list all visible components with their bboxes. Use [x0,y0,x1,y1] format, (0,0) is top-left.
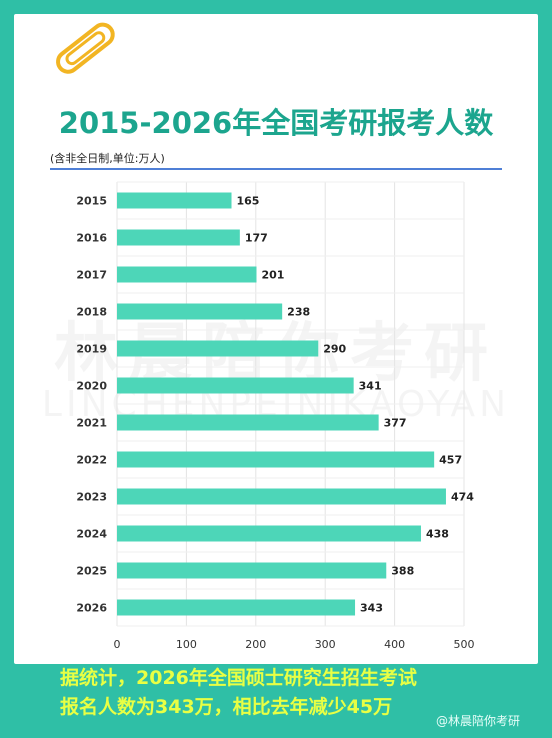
y-tick-label: 2024 [76,528,107,541]
caption: 据统计，2026年全国硕士研究生招生考试 报名人数为343万，相比去年减少45万 [60,664,530,722]
y-tick-label: 2025 [76,565,107,578]
x-tick-label: 400 [384,638,405,651]
data-label: 457 [439,454,462,467]
y-tick-label: 2018 [76,306,107,319]
data-label: 474 [451,491,474,504]
data-label: 377 [384,417,407,430]
data-label: 238 [287,306,310,319]
bar [117,303,283,320]
bar [117,451,435,468]
caption-line-2: 报名人数为343万，相比去年减少45万 [60,696,393,718]
bar [117,229,240,246]
y-tick-label: 2016 [76,232,107,245]
y-tick-label: 2021 [76,417,107,430]
chart-title: 2015-2026年全国考研报考人数 [58,106,494,140]
data-label: 438 [426,528,449,541]
x-tick-label: 0 [114,638,121,651]
y-tick-label: 2022 [76,454,107,467]
paperclip-icon [56,22,115,74]
x-tick-label: 500 [454,638,475,651]
bar [117,599,356,616]
title-divider [50,168,502,170]
bar [117,340,319,357]
bar [117,414,379,431]
y-tick-label: 2015 [76,195,107,208]
bar [117,377,354,394]
y-tick-label: 2017 [76,269,107,282]
chart-subtitle: (含非全日制,单位:万人) [50,152,165,165]
data-label: 165 [237,195,260,208]
bar [117,488,446,505]
x-tick-label: 200 [245,638,266,651]
bar [117,192,232,209]
data-label: 201 [261,269,284,282]
x-tick-label: 100 [176,638,197,651]
x-tick-label: 300 [315,638,336,651]
bar [117,562,387,579]
caption-line-1: 据统计，2026年全国硕士研究生招生考试 [60,667,417,689]
data-label: 388 [391,565,414,578]
bar-chart: 2015 165 2016 177 2017 201 2018 238 2019 290 2020 3… [76,181,475,651]
y-tick-label: 2020 [76,380,107,393]
bar [117,266,257,283]
data-label: 341 [359,380,382,393]
weibo-tag: @林晨陪你考研 [436,714,521,728]
data-label: 290 [323,343,346,356]
chart-card: 2015-2026年全国考研报考人数 (含非全日制,单位:万人) 林晨陪你考研 … [14,14,538,664]
data-label: 343 [360,602,383,615]
y-tick-label: 2023 [76,491,107,504]
data-label: 177 [245,232,268,245]
y-tick-label: 2026 [76,602,107,615]
y-tick-label: 2019 [76,343,107,356]
bar [117,525,421,542]
